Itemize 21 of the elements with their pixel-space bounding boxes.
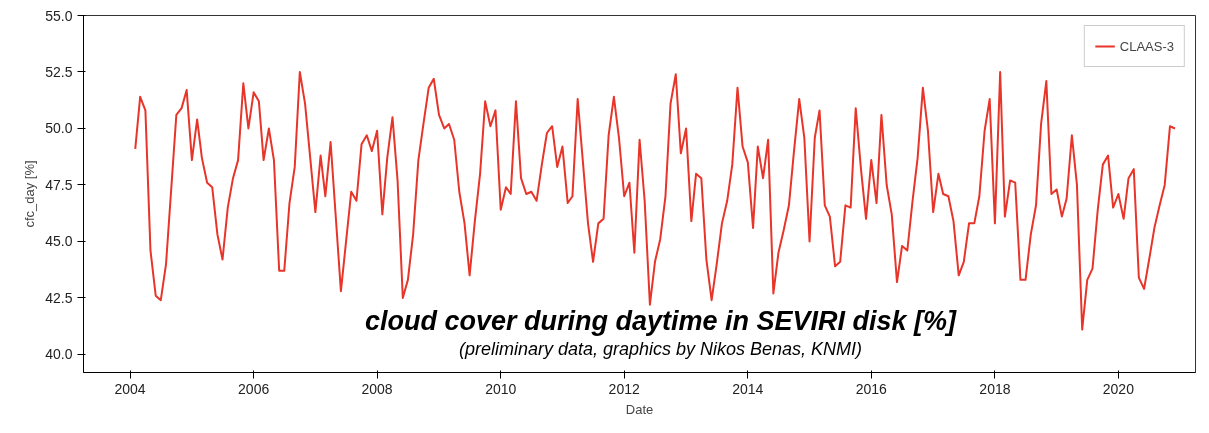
- y-tick-label: 45.0: [45, 233, 73, 250]
- text: (preliminary data, graphics by Nikos Benas, KNMI): [458, 338, 863, 359]
- y-tick-label: 50.0: [45, 120, 73, 137]
- x-tick-label: 2016: [855, 380, 888, 397]
- legend-label: CLAAS-3: [1119, 38, 1174, 54]
- x-tick-label: 2004: [114, 380, 146, 397]
- x-tick-label: 2018: [979, 380, 1011, 397]
- y-tick-label: 42.5: [45, 289, 73, 306]
- x-tick-label: 2008: [361, 380, 393, 397]
- x-tick-label: 2006: [238, 380, 270, 397]
- y-tick-label: 40.0: [45, 346, 73, 363]
- x-tick-label: 2020: [1102, 380, 1135, 397]
- y-axis-title: cfc_day [%]: [22, 160, 38, 228]
- y-tick-label: 55.0: [45, 7, 73, 24]
- y-tick-label: 52.5: [45, 63, 73, 80]
- x-tick-label: 2010: [485, 380, 517, 397]
- x-tick-label: 2014: [732, 380, 764, 397]
- y-tick-label: 47.5: [45, 176, 73, 193]
- x-axis-title: Date: [625, 401, 654, 417]
- x-tick-label: 2012: [608, 380, 640, 397]
- text: cloud cover during daytime in SEVIRI disk [%]: [364, 305, 958, 336]
